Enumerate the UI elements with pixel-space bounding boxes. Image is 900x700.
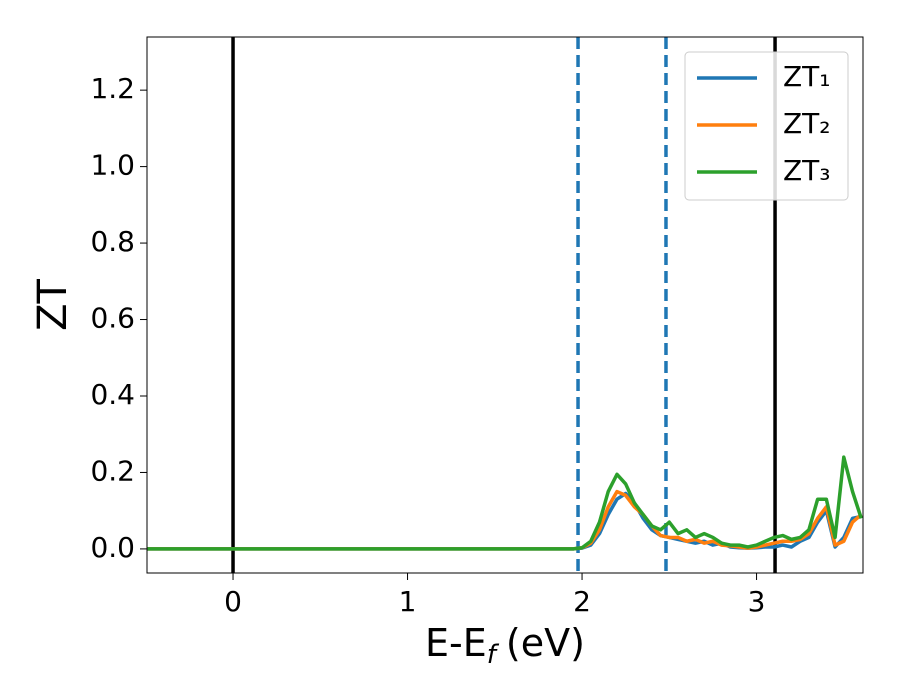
legend-label: ZT₁ bbox=[783, 60, 831, 93]
y-tick-label: 0.4 bbox=[90, 378, 135, 411]
series-line bbox=[147, 489, 863, 551]
x-tick-label: 0 bbox=[224, 585, 242, 618]
x-tick-label: 3 bbox=[748, 585, 766, 618]
y-axis-label: ZT bbox=[30, 279, 76, 331]
y-tick-label: 0.8 bbox=[90, 225, 135, 258]
x-label-main: E-E bbox=[425, 621, 487, 665]
series-line bbox=[147, 455, 863, 551]
plot-frame bbox=[146, 36, 864, 574]
y-tick-label: 0.6 bbox=[90, 302, 135, 335]
y-tick-label: 0.2 bbox=[90, 454, 135, 487]
x-label-unit: (eV) bbox=[506, 621, 585, 665]
x-axis-label: E-Ef (eV) bbox=[425, 621, 585, 670]
y-tick-label: 0.0 bbox=[90, 531, 135, 564]
x-tick-label: 1 bbox=[399, 585, 417, 618]
legend-label: ZT₃ bbox=[783, 154, 831, 187]
x-label-sub: f bbox=[487, 640, 500, 670]
legend-box bbox=[684, 51, 849, 201]
y-tick-label: 1.0 bbox=[90, 149, 135, 182]
y-tick-label: 1.2 bbox=[90, 72, 135, 105]
series-line bbox=[147, 491, 862, 551]
legend-label: ZT₂ bbox=[783, 107, 831, 140]
x-tick-label: 2 bbox=[573, 585, 591, 618]
